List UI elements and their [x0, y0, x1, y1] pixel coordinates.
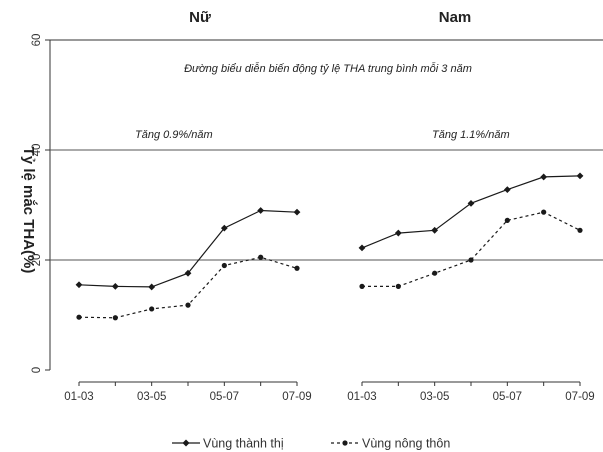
point-1-0-5: [540, 173, 548, 181]
panel-title-nu: Nữ: [189, 9, 211, 26]
point-0-1-3: [185, 302, 191, 308]
point-1-1-5: [541, 209, 547, 215]
point-1-0-4: [503, 186, 511, 193]
series: [75, 172, 584, 321]
point-0-1-0: [76, 314, 82, 320]
point-1-0-6: [576, 172, 584, 180]
y-axis: 0 20 40 60: [31, 34, 50, 373]
point-0-0-4: [220, 224, 228, 232]
point-1-0-1: [394, 229, 402, 237]
chart-annotation: Đường biểu diễn biến động tỷ lệ THA trun…: [184, 62, 472, 75]
y-tick-label-0: 0: [31, 367, 43, 373]
point-0-1-1: [112, 315, 118, 321]
grid-lines: [50, 149, 603, 261]
x-tick-label-0-03-05: 03-05: [137, 391, 166, 403]
point-0-1-6: [294, 265, 300, 271]
point-1-1-0: [359, 283, 365, 289]
y-tick-label-40: 40: [31, 144, 43, 157]
point-0-0-0: [75, 281, 83, 289]
series-line-0-1: [78, 256, 298, 319]
x-axes: 01-03 03-05 05-07 07-09 01-03 03-05 05-07 07-09: [64, 381, 595, 403]
panel-title-nam: Nam: [439, 9, 472, 26]
series-line-1-1: [362, 211, 581, 287]
point-0-0-2: [148, 283, 156, 291]
x-tick-label-1-05-07: 05-07: [493, 391, 522, 403]
x-tick-label-1-07-09: 07-09: [565, 391, 594, 403]
point-1-0-2: [431, 226, 439, 234]
point-1-1-1: [395, 283, 401, 289]
point-0-0-6: [293, 208, 301, 216]
point-0-1-5: [258, 254, 264, 260]
point-1-0-3: [467, 199, 475, 207]
x-tick-label-1-01-03: 01-03: [347, 391, 376, 403]
point-0-1-4: [221, 262, 227, 269]
point-1-1-2: [432, 270, 438, 276]
y-tick-label-20: 20: [31, 254, 43, 267]
legend-rural-marker: [342, 440, 348, 446]
series-line-1-0: [361, 175, 581, 249]
x-tick-label-0-01-03: 01-03: [64, 391, 93, 403]
point-1-1-6: [577, 227, 583, 233]
point-0-0-1: [111, 283, 119, 290]
point-1-1-3: [468, 257, 474, 263]
x-tick-label-0-07-09: 07-09: [282, 391, 311, 403]
y-tick-label-60: 60: [31, 34, 43, 47]
x-tick-label-0-05-07: 05-07: [210, 391, 239, 403]
legend-urban-marker: [182, 439, 190, 447]
legend-urban-label: Vùng thành thị: [203, 437, 284, 451]
point-0-1-2: [149, 306, 155, 312]
trend-label-nu: Tăng 0.9%/năm: [135, 129, 213, 141]
y-axis-title: Tỷ lệ mắc THA(%): [20, 147, 38, 274]
x-tick-label-1-03-05: 03-05: [420, 391, 449, 403]
point-1-0-0: [358, 244, 366, 252]
point-0-0-5: [257, 207, 265, 214]
point-0-0-3: [184, 269, 192, 277]
legend: Vùng thành thị Vùng nông thôn: [172, 437, 450, 451]
legend-rural-label: Vùng nông thôn: [362, 437, 450, 451]
point-1-1-4: [504, 217, 510, 223]
trend-label-nam: Tăng 1.1%/năm: [432, 129, 510, 141]
